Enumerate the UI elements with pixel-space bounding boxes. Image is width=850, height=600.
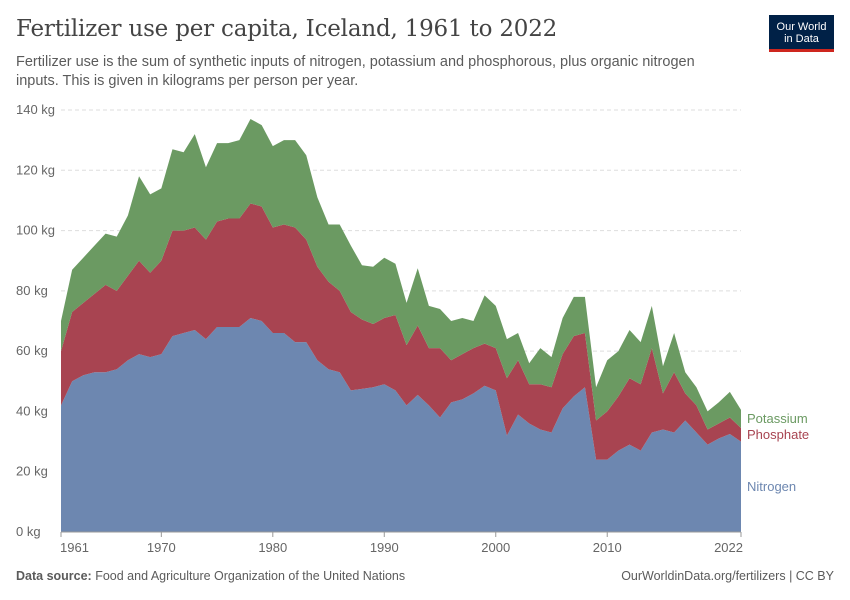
area-nitrogen xyxy=(61,317,741,532)
chart-subtitle: Fertilizer use is the sum of synthetic i… xyxy=(16,54,695,89)
series-label-nitrogen: Nitrogen xyxy=(747,479,796,494)
footer-link[interactable]: OurWorldinData.org/fertilizers | CC BY xyxy=(621,569,834,583)
x-tick-label: 1961 xyxy=(60,540,89,555)
area-layer xyxy=(61,119,741,532)
area-potassium xyxy=(61,119,741,430)
series-label-potassium: Potassium xyxy=(747,411,808,426)
chart-title: Fertilizer use per capita, Iceland, 1961… xyxy=(16,16,558,42)
source-label: Data source: xyxy=(16,569,92,583)
y-tick-label: 60 kg xyxy=(16,343,48,358)
x-tick-label: 1970 xyxy=(147,540,176,555)
source-text: Food and Agriculture Organization of the… xyxy=(95,569,406,583)
x-tick-label: 2000 xyxy=(481,540,510,555)
owid-logo[interactable]: Our World in Data xyxy=(769,15,834,52)
y-tick-label: 140 kg xyxy=(16,102,55,117)
area-phosphate xyxy=(61,203,741,460)
stacked-area-chart: 0 kg 20 kg 40 kg 60 kg 80 kg 100 kg 120 kg 140 … xyxy=(16,102,809,555)
logo-line-2: in Data xyxy=(784,33,819,45)
axis-layer: 0 kg 20 kg 40 kg 60 kg 80 kg 100 kg 120 kg 140 … xyxy=(16,102,743,555)
x-tick-label: 1980 xyxy=(258,540,287,555)
x-tick-label: 1990 xyxy=(370,540,399,555)
y-tick-label: 0 kg xyxy=(16,524,41,539)
y-tick-label: 120 kg xyxy=(16,162,55,177)
y-tick-label: 100 kg xyxy=(16,223,55,238)
logo-line-1: Our World xyxy=(776,21,827,33)
y-tick-label: 20 kg xyxy=(16,464,48,479)
footer-source: Data source: Food and Agriculture Organi… xyxy=(16,569,405,583)
x-tick-label: 2010 xyxy=(593,540,622,555)
series-label-phosphate: Phosphate xyxy=(747,427,809,442)
x-tick-label: 2022 xyxy=(714,540,743,555)
y-tick-label: 40 kg xyxy=(16,403,48,418)
y-tick-label: 80 kg xyxy=(16,283,48,298)
